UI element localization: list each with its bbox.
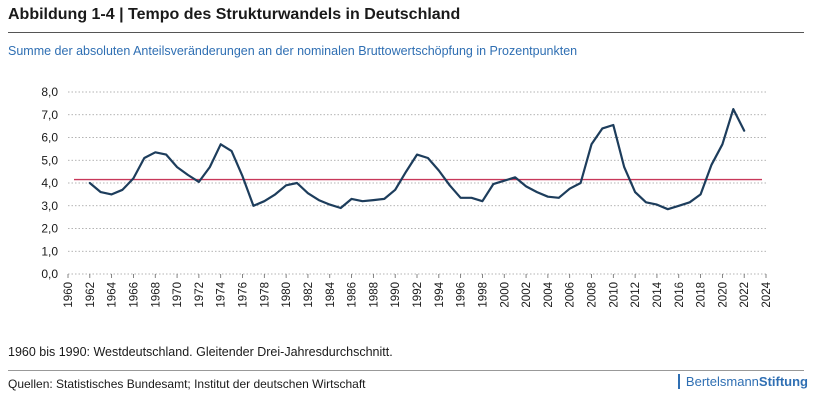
gridlines [68,91,766,275]
bottom-rule [8,370,804,371]
x-tick-label: 1960 [63,282,75,308]
x-tick-label: 1994 [434,281,446,307]
top-rule [8,32,804,33]
y-tick-label: 6,0 [41,131,58,145]
x-tick-label: 1978 [259,282,271,308]
x-tick-label: 1982 [303,282,315,308]
x-tick-label: 1974 [216,281,228,307]
x-tick-label: 2024 [761,281,773,307]
x-tick-label: 1996 [456,282,468,308]
brand-logo: BertelsmannStiftung [677,374,808,389]
x-tick-label: 1998 [477,282,489,308]
y-axis-ticks: 0,0 1,0 2,0 3,0 4,0 5,0 6,0 7,0 8,0 [41,85,58,281]
figure-subtitle: Summe der absoluten Anteilsveränderungen… [8,44,578,58]
x-tick-label: 1992 [412,282,424,308]
x-tick-label: 2020 [717,282,729,308]
x-tick-label: 1986 [347,282,359,308]
x-tick-label: 1976 [238,282,250,308]
x-axis-ticks: 1960 1962 1964 1966 1968 1970 1972 1974 1976 1978… [63,274,773,308]
x-tick-label: 1990 [390,282,402,308]
x-tick-label: 2016 [674,282,686,308]
x-tick-label: 1962 [85,282,97,308]
x-tick-label: 2006 [565,282,577,308]
y-tick-label: 5,0 [41,153,58,167]
x-tick-label: 2002 [521,282,533,308]
y-tick-label: 1,0 [41,244,58,258]
x-tick-label: 2014 [652,281,664,307]
figure-title: Abbildung 1-4 | Tempo des Strukturwandel… [8,6,461,23]
x-tick-label: 1970 [172,282,184,308]
x-tick-label: 1984 [325,281,337,307]
x-tick-label: 1966 [128,282,140,308]
series-group [88,107,746,211]
x-tick-label: 1972 [194,282,206,308]
x-tick-label: 2012 [630,282,642,308]
x-tick-label: 2010 [608,282,620,308]
series-line-0 [88,107,746,211]
y-tick-label: 3,0 [41,199,58,213]
x-tick-label: 1988 [368,282,380,308]
x-tick-label: 2018 [696,282,708,308]
source-text: Quellen: Statistisches Bundesamt; Instit… [8,377,366,391]
y-tick-label: 0,0 [41,267,58,281]
footnote: 1960 bis 1990: Westdeutschland. Gleitend… [8,345,393,359]
brand-bold: Stiftung [758,374,808,389]
y-tick-label: 2,0 [41,222,58,236]
x-tick-label: 2008 [587,282,599,308]
y-tick-label: 8,0 [41,85,58,99]
x-tick-label: 1980 [281,282,293,308]
y-tick-label: 7,0 [41,108,58,122]
x-tick-label: 2004 [543,281,555,307]
x-tick-label: 1964 [107,281,119,307]
y-tick-label: 4,0 [41,176,58,190]
brand-regular: Bertelsmann [685,374,759,389]
x-tick-label: 2000 [499,282,511,308]
x-tick-label: 1968 [150,282,162,308]
x-tick-label: 2022 [739,282,751,308]
